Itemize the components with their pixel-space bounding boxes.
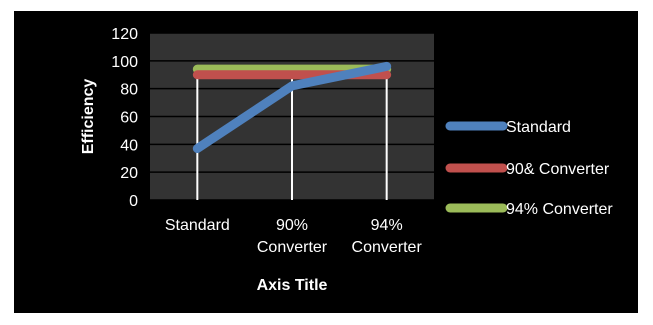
y-tick-label: 60 <box>120 110 138 127</box>
y-tick-label: 0 <box>129 193 138 210</box>
x-tick-label: Converter <box>352 239 423 256</box>
y-tick-label: 80 <box>120 82 138 99</box>
y-tick-label: 100 <box>111 54 138 71</box>
y-tick-label: 120 <box>111 26 138 43</box>
x-tick-label: 94% <box>371 217 403 234</box>
y-tick-label: 20 <box>120 165 138 182</box>
y-tick-label: 40 <box>120 137 138 154</box>
x-tick-label: Standard <box>165 217 230 234</box>
x-tick-label: 90% <box>276 217 308 234</box>
y-axis-title: Efficiency <box>80 79 97 155</box>
series-line-1 <box>192 61 392 154</box>
legend-label-1: Standard <box>506 119 571 136</box>
x-tick-label: Converter <box>257 239 328 256</box>
x-axis-title: Axis Title <box>257 277 328 294</box>
legend-label-3: 94% Converter <box>506 201 613 218</box>
legend-label-2: 90& Converter <box>506 161 610 178</box>
